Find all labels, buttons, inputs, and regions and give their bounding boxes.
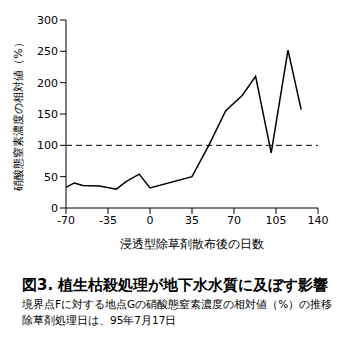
svg-text:0: 0 xyxy=(147,214,154,227)
html-text:図3. 植生枯殺処理が地下水水質に及ぼす影響: 図3. 植生枯殺処理が地下水水質に及ぼす影響 xyxy=(22,276,329,294)
svg-text:200: 200 xyxy=(37,77,58,90)
svg-text:300: 300 xyxy=(37,14,58,27)
svg-text:150: 150 xyxy=(37,108,58,121)
svg-text:140: 140 xyxy=(308,214,329,227)
svg-text:35: 35 xyxy=(185,214,199,227)
svg-text:50: 50 xyxy=(44,171,58,184)
svg-text:浸透型除草剤散布後の日数: 浸透型除草剤散布後の日数 xyxy=(120,237,264,251)
svg-text:70: 70 xyxy=(227,214,241,227)
svg-text:-35: -35 xyxy=(99,214,117,227)
svg-text:-70: -70 xyxy=(57,214,75,227)
svg-text:硝酸態窒素濃度の相対値（%）: 硝酸態窒素濃度の相対値（%） xyxy=(12,37,25,191)
html-text:境界点Fに対する地点Gの硝酸態窒素濃度の相対値（%）の推移: 境界点Fに対する地点Gの硝酸態窒素濃度の相対値（%）の推移 xyxy=(22,298,333,310)
svg-text:0: 0 xyxy=(51,202,58,215)
html-text:除草剤処理日は、95年7月17日: 除草剤処理日は、95年7月17日 xyxy=(22,314,177,326)
svg-text:100: 100 xyxy=(37,139,58,152)
svg-text:250: 250 xyxy=(37,45,58,58)
svg-text:105: 105 xyxy=(266,214,287,227)
